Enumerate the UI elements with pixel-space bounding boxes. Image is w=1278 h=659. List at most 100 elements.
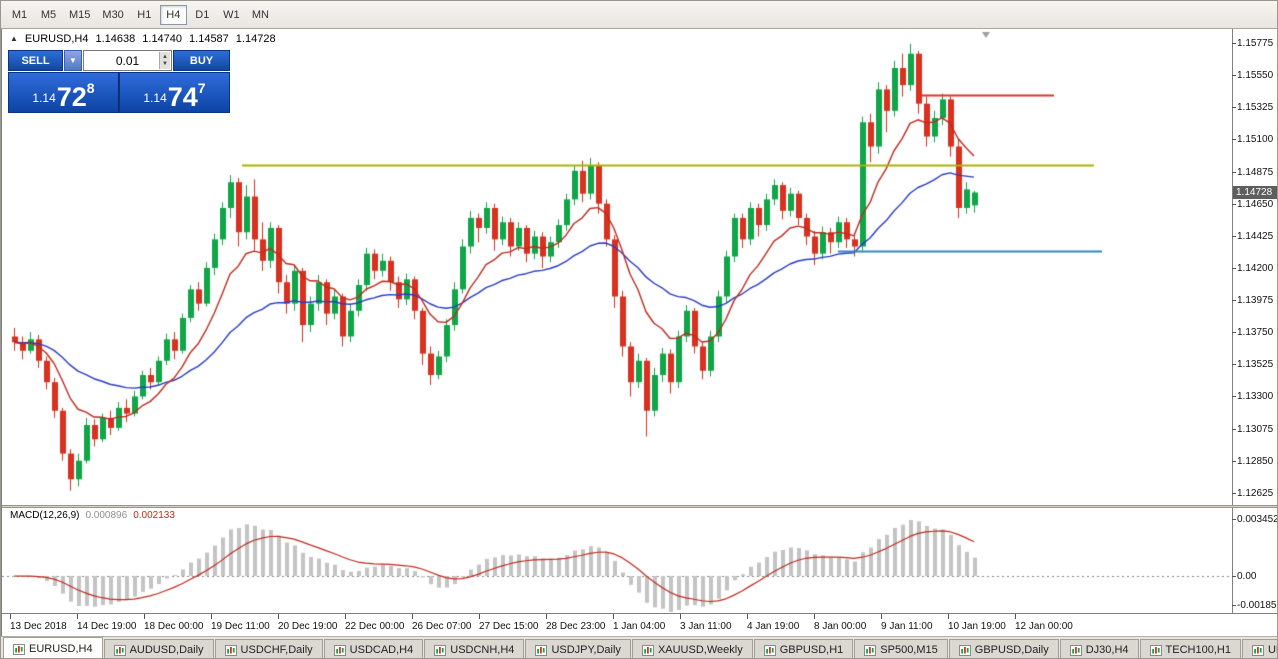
chart-tab-audusd-daily[interactable]: AUDUSD,Daily [103, 639, 214, 658]
chart-tab-gbpusd-daily[interactable]: GBPUSD,Daily [948, 639, 1059, 658]
chart-open-value: 1.14638 [95, 33, 136, 45]
chart-tab-usdcnh-h4[interactable]: USDCNH,H4 [424, 639, 525, 658]
chart-tab-sp500-m15[interactable]: SP500,M15 [854, 639, 948, 658]
timeframe-button-h1[interactable]: H1 [131, 5, 158, 25]
macd-signal-value: 0.002133 [133, 510, 175, 521]
chart-tab-dj30-h4[interactable]: DJ30,H4 [1059, 639, 1139, 658]
current-price-badge: 1.14728 [1233, 185, 1277, 199]
price-scale-label: 1.15550 [1231, 70, 1274, 82]
time-axis-label: 26 Dec 07:00 [412, 614, 472, 632]
time-axis-label: 20 Dec 19:00 [278, 614, 338, 632]
order-type-dropdown[interactable]: ▼ [64, 50, 82, 71]
timeframe-button-w1[interactable]: W1 [218, 5, 245, 25]
mini-chart-icon [641, 644, 654, 656]
mini-chart-icon [958, 644, 971, 656]
price-chart-pane: 1.15775 1.15550 1.15325 1.15100 1.14875 1.146… [2, 29, 1277, 505]
time-axis-label: 14 Dec 19:00 [77, 614, 137, 632]
time-axis-label: 1 Jan 04:00 [613, 614, 666, 632]
chart-tab-usdjpy-daily[interactable]: USDJPY,Daily [525, 639, 631, 658]
chart-tab-label: USDJPY,Daily [551, 644, 621, 656]
chart-tab-label: UKOil,H1 [1267, 644, 1277, 656]
time-axis-label: 4 Jan 19:00 [747, 614, 800, 632]
price-scale-label: 1.15100 [1231, 134, 1274, 146]
chart-tab-label: XAUUSD,Weekly [657, 644, 743, 656]
mini-chart-icon [763, 644, 776, 656]
buy-price-button[interactable]: 1.14 74 7 [119, 72, 230, 113]
time-axis-label: 18 Dec 00:00 [144, 614, 204, 632]
chart-tab-xauusd-weekly[interactable]: XAUUSD,Weekly [631, 639, 753, 658]
mini-chart-icon [13, 643, 25, 655]
timeframe-toolbar: M1 M5 M15 M30 H1 H4 D1 W1 MN [1, 1, 1277, 29]
chart-tab-label: USDCAD,H4 [349, 644, 414, 656]
time-axis-label: 3 Jan 11:00 [680, 614, 732, 632]
macd-header: MACD(12,26,9) 0.000896 0.002133 [10, 510, 175, 521]
price-scale-label: 1.13075 [1231, 423, 1274, 435]
chart-tab-label: USDCNH,H4 [450, 644, 515, 656]
timeframe-button-d1[interactable]: D1 [189, 5, 216, 25]
time-axis-label: 9 Jan 11:00 [881, 614, 933, 632]
timeframe-button-h4[interactable]: H4 [159, 4, 187, 25]
sell-price-button[interactable]: 1.14 72 8 [8, 72, 119, 113]
spinner-down-icon: ▼ [162, 60, 168, 67]
chart-tab-label: TECH100,H1 [1165, 644, 1231, 656]
sell-price-prefix: 1.14 [32, 91, 56, 105]
macd-main-value: 0.000896 [85, 510, 128, 521]
macd-indicator-pane: 0.003452 0.00 -0.001851 MACD(12,26,9) 0.00… [2, 508, 1278, 613]
volume-field: ▲ ▼ [83, 50, 172, 71]
mini-chart-icon [864, 644, 877, 656]
macd-label: MACD(12,26,9) [10, 510, 80, 521]
price-scale-label: 1.12625 [1231, 487, 1274, 499]
price-scale-label: 1.13525 [1231, 359, 1274, 371]
price-scale-label: 1.14650 [1231, 198, 1274, 210]
price-scale-label: 1.12850 [1231, 455, 1274, 467]
mini-chart-icon [434, 644, 447, 656]
timeframe-button-mn[interactable]: MN [247, 5, 274, 25]
volume-stepper[interactable]: ▲ ▼ [159, 52, 170, 69]
chart-tab-label: USDCHF,Daily [240, 644, 313, 656]
time-axis-label: 13 Dec 2018 [10, 614, 67, 632]
pane-splitter[interactable] [2, 505, 1277, 508]
buy-price-fraction: 7 [197, 80, 206, 96]
chart-tab-usdcad-h4[interactable]: USDCAD,H4 [323, 639, 424, 658]
timeframe-button-m5[interactable]: M5 [35, 5, 62, 25]
mini-chart-icon [1251, 644, 1264, 656]
macd-scale-label: 0.003452 [1232, 514, 1278, 525]
timeframe-button-m15[interactable]: M15 [64, 5, 95, 25]
macd-scale-label: -0.001851 [1231, 600, 1277, 611]
buy-price-prefix: 1.14 [143, 91, 167, 105]
price-scale-label: 1.14200 [1231, 262, 1274, 274]
chart-low-value: 1.14587 [189, 33, 229, 45]
volume-input[interactable] [84, 53, 171, 68]
price-scale-label: 1.13750 [1231, 327, 1274, 339]
timeframe-button-m1[interactable]: M1 [6, 5, 33, 25]
time-axis-label: 28 Dec 23:00 [546, 614, 606, 632]
chevron-down-icon: ▼ [69, 56, 77, 65]
macd-canvas[interactable] [2, 508, 1231, 613]
price-scale-label: 1.15775 [1231, 37, 1274, 49]
sell-price-fraction: 8 [86, 80, 95, 96]
chart-close-value: 1.14728 [235, 33, 276, 45]
price-scale[interactable]: 1.15775 1.15550 1.15325 1.15100 1.14875 1.146… [1231, 29, 1277, 505]
mini-chart-icon [224, 644, 237, 656]
chart-tab-eurusd-h4[interactable]: EURUSD,H4 [3, 637, 103, 658]
time-axis-label: 27 Dec 15:00 [479, 614, 539, 632]
time-axis-label: 22 Dec 00:00 [345, 614, 405, 632]
time-axis[interactable]: 13 Dec 2018 14 Dec 19:00 18 Dec 00:00 19 De… [2, 613, 1277, 636]
one-click-toggle-icon[interactable]: ▲ [10, 34, 18, 43]
chart-tab-usdchf-daily[interactable]: USDCHF,Daily [214, 639, 323, 658]
macd-scale-label: 0.00 [1231, 571, 1257, 582]
sell-price-pips: 72 [56, 82, 87, 113]
timeframe-button-m30[interactable]: M30 [97, 5, 128, 25]
chart-tabs-bar: EURUSD,H4 AUDUSD,Daily USDCHF,Daily USDCAD,… [1, 636, 1277, 658]
chart-tab-tech100-h1[interactable]: TECH100,H1 [1139, 639, 1241, 658]
mini-chart-icon [333, 644, 346, 656]
chart-tab-gbpusd-h1[interactable]: GBPUSD,H1 [753, 639, 854, 658]
chart-tab-label: GBPUSD,H1 [779, 644, 844, 656]
macd-scale[interactable]: 0.003452 0.00 -0.001851 [1231, 508, 1278, 613]
chart-tab-ukoil-h1[interactable]: UKOil,H1 [1241, 639, 1277, 658]
mini-chart-icon [113, 644, 126, 656]
buy-button[interactable]: BUY [173, 50, 230, 71]
sell-button[interactable]: SELL [8, 50, 63, 71]
chart-high-value: 1.14740 [142, 33, 183, 45]
